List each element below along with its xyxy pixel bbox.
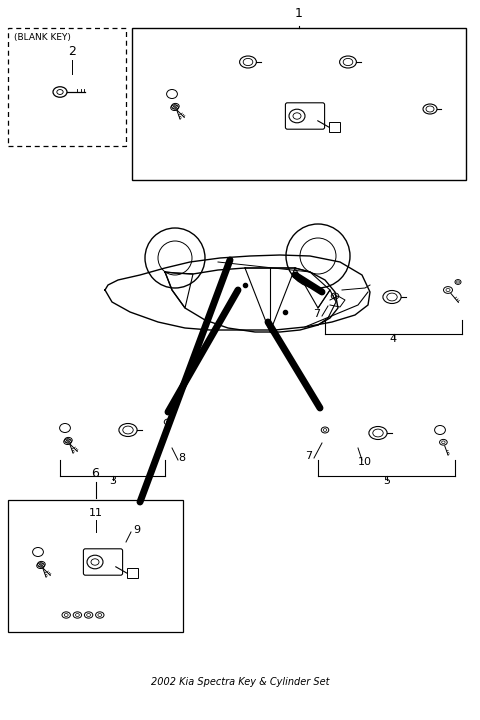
Text: 10: 10 [358,457,372,467]
Text: (BLANK KEY): (BLANK KEY) [14,33,71,42]
Text: 5: 5 [383,476,390,486]
Text: 1: 1 [295,7,303,20]
Text: 2: 2 [68,45,76,58]
Text: 7: 7 [313,309,320,319]
Text: 7: 7 [305,451,312,461]
Text: 6: 6 [92,467,99,480]
Text: 2002 Kia Spectra Key & Cylinder Set: 2002 Kia Spectra Key & Cylinder Set [151,677,329,687]
Text: 11: 11 [89,508,103,518]
Text: 3: 3 [109,476,116,486]
Text: 8: 8 [178,453,185,463]
Bar [132,28,466,180]
Text: 4: 4 [390,334,397,344]
Text: 9: 9 [133,525,140,535]
Bar [8,500,183,632]
